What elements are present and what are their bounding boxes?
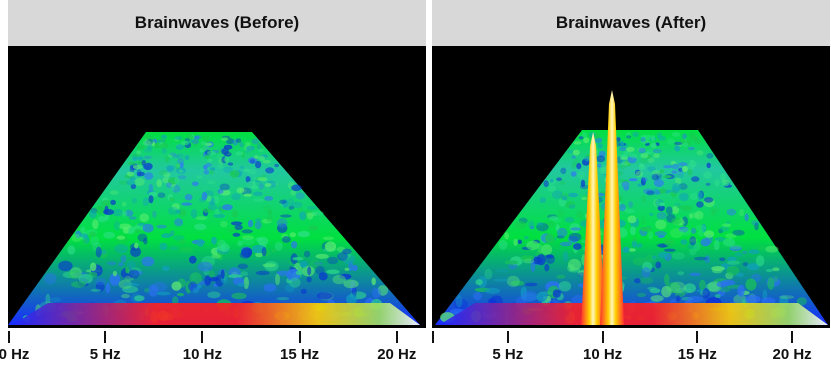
chart-after: Brainwaves (After) 5 Hz 10 Hz 15 Hz 20 Hz <box>432 0 830 365</box>
x-tick-label: 20 Hz <box>772 346 812 363</box>
x-tick <box>696 331 699 343</box>
x-tick <box>791 331 794 343</box>
chart-title: Brainwaves (Before) <box>8 0 426 46</box>
chart-title: Brainwaves (After) <box>432 0 830 46</box>
x-tick-label: 10 Hz <box>182 346 222 363</box>
x-tick <box>601 331 604 343</box>
plot-area <box>432 46 830 328</box>
base-band <box>12 303 420 325</box>
peak-mark <box>600 90 624 325</box>
x-axis: 0 Hz 5 Hz 10 Hz 15 Hz 20 Hz <box>0 328 426 365</box>
x-tick-label: 10 Hz <box>583 346 623 363</box>
chart-before: Brainwaves (Before) 0 Hz 5 Hz 10 Hz 15 Hz 20… <box>0 0 426 365</box>
x-tick-label: 20 Hz <box>377 346 417 363</box>
x-tick <box>8 331 10 343</box>
x-tick-label: 0 Hz <box>0 346 30 363</box>
x-axis: 5 Hz 10 Hz 15 Hz 20 Hz <box>432 328 830 365</box>
x-tick <box>395 331 398 343</box>
x-tick <box>298 331 301 343</box>
base-band <box>439 303 828 325</box>
x-tick-label: 15 Hz <box>280 346 320 363</box>
x-tick <box>432 331 434 343</box>
plot-area <box>8 46 426 328</box>
x-tick <box>506 331 509 343</box>
x-tick-label: 15 Hz <box>677 346 717 363</box>
x-tick <box>201 331 204 343</box>
x-tick-label: 5 Hz <box>492 346 524 363</box>
x-tick-label: 5 Hz <box>89 346 121 363</box>
peak-mark <box>581 132 606 325</box>
x-tick <box>104 331 107 343</box>
